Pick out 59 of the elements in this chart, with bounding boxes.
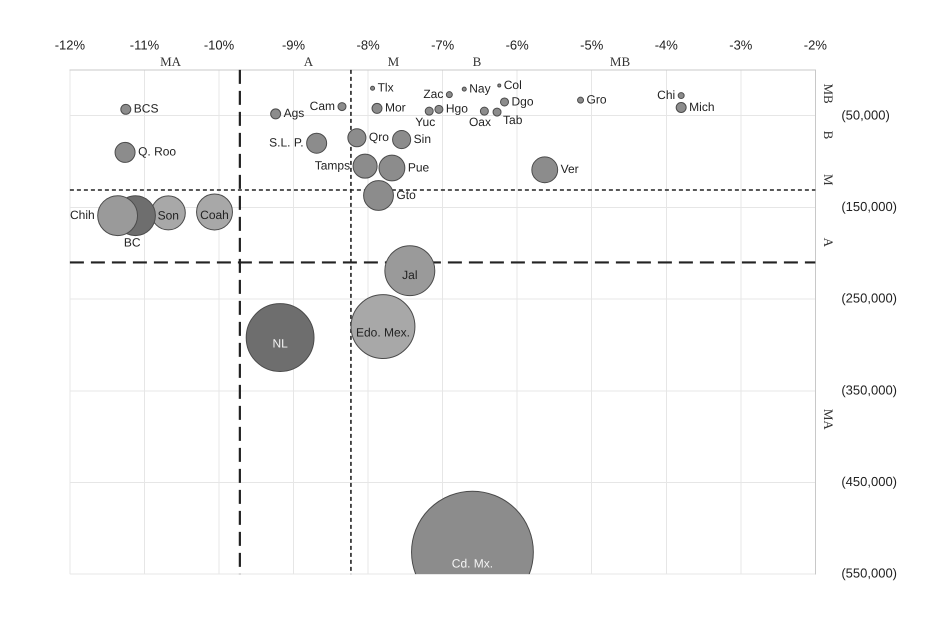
x-tick-label: -8% <box>356 38 380 53</box>
series-label: Ver <box>560 162 579 176</box>
series-label: Son <box>158 208 179 223</box>
text: B <box>820 130 836 140</box>
y-tick-label: (350,000) <box>841 382 898 398</box>
y-tick-label: (450,000) <box>841 474 898 490</box>
y-tick-label: (550,000) <box>841 566 898 581</box>
text: MB <box>820 83 836 104</box>
series-label: Q. Roo <box>138 144 176 159</box>
series-label: S.L. P. <box>269 136 304 150</box>
y-tick-label: (150,000) <box>841 198 898 214</box>
series-label: Edo. Mex. <box>356 325 410 340</box>
text: MA <box>820 408 836 430</box>
text: A <box>304 54 314 69</box>
text: M <box>820 174 836 186</box>
x-tick-label: -3% <box>729 38 753 53</box>
y-tick-label: (50,000) <box>841 107 890 122</box>
series-label: Chih <box>70 208 95 222</box>
series-label: Nay <box>469 81 491 96</box>
series-label: Dgo <box>511 94 534 108</box>
series-label: Col <box>504 78 522 92</box>
series-label: BC <box>124 235 141 250</box>
series-label: Chi <box>657 88 676 102</box>
x-tick-label: -6% <box>506 38 530 53</box>
x-tick-label: -4% <box>654 38 678 53</box>
series-label: Sin <box>414 132 431 146</box>
x-tick-label: -10% <box>204 38 235 53</box>
x-tick-label: -12% <box>54 38 86 53</box>
series-label: BCS <box>134 102 158 116</box>
text: MA <box>160 54 182 69</box>
series-label: Zac <box>423 86 444 101</box>
x-tick-label: -7% <box>431 38 455 53</box>
series-label: Gto <box>396 188 416 202</box>
series-label: Mor <box>385 100 406 115</box>
series-label: Pue <box>408 160 430 174</box>
text: A <box>820 238 836 248</box>
series-label: Gro <box>586 92 607 106</box>
series-label: Oax <box>468 114 491 129</box>
series-label: Tlx <box>378 80 394 95</box>
series-label: Cd. Mx. <box>452 556 494 571</box>
y-tick-label: (250,000) <box>841 290 898 306</box>
x-tick-label: -9% <box>282 38 306 53</box>
series-label: Mich <box>689 100 714 114</box>
series-label: Hgo <box>446 102 468 116</box>
series-label: Cam <box>310 98 336 113</box>
text: B <box>472 54 482 69</box>
series-label: Ags <box>284 106 304 120</box>
x-tick-label: -11% <box>130 38 160 53</box>
series-label: NL <box>272 336 288 351</box>
series-label: Tamps <box>314 158 350 172</box>
series-label: Tab <box>503 112 523 127</box>
text: M <box>388 54 400 69</box>
series-label: Yuc <box>415 114 436 129</box>
series-label: Qro <box>368 130 390 144</box>
x-tick-label: -5% <box>580 38 604 53</box>
series-label: Coah <box>200 208 229 222</box>
series-label: Jal <box>402 268 418 282</box>
text: MB <box>610 54 630 69</box>
x-tick-label: -2% <box>804 38 828 53</box>
